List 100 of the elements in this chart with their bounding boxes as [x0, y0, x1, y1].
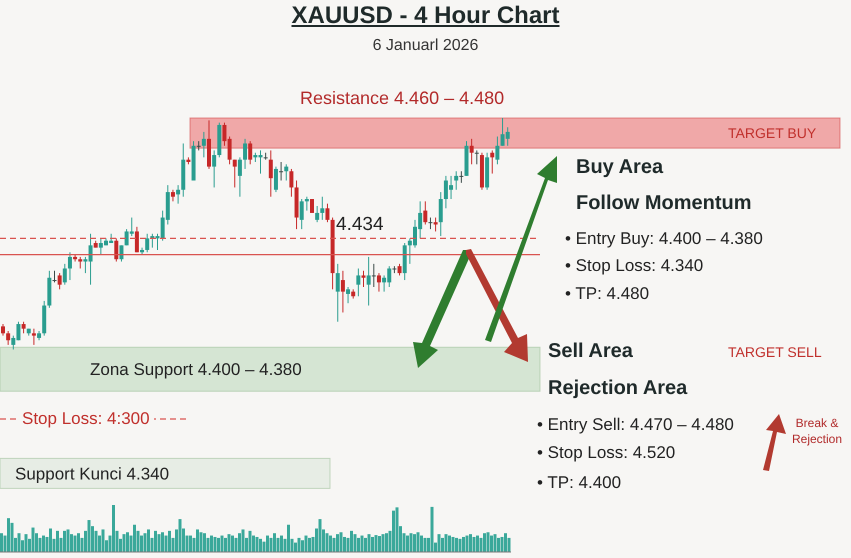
- bar: [88, 520, 90, 552]
- bar: [466, 536, 468, 552]
- bar: [452, 536, 454, 552]
- text: • Entry Sell: 4.470 – 4.480: [537, 414, 734, 436]
- candlestick: [68, 252, 72, 281]
- candlestick: [274, 166, 278, 193]
- candlestick: [454, 170, 458, 190]
- bar: [220, 536, 224, 552]
- band-label: Resistance 4.460 – 4.480: [300, 88, 504, 108]
- candlestick: [495, 136, 500, 165]
- bar: [210, 536, 213, 552]
- bar: [497, 538, 500, 552]
- text: • Stop Loss: 4.340: [565, 255, 704, 277]
- text: Buy Area: [576, 155, 664, 180]
- candlestick: [202, 131, 206, 158]
- candlestick: [232, 159, 237, 188]
- band-label: Zona Support 4.400 – 4.380: [90, 360, 302, 380]
- bar: [0, 533, 3, 552]
- bar: [102, 529, 104, 552]
- candlestick: [376, 272, 381, 292]
- bar: [336, 534, 339, 552]
- bar: [161, 532, 164, 552]
- bar: [287, 524, 290, 552]
- bar: [217, 538, 220, 552]
- bar: [248, 530, 252, 552]
- candlestick: [434, 217, 438, 232]
- bar: [396, 507, 398, 552]
- bar: [385, 533, 388, 552]
- bar: [382, 534, 384, 552]
- candlestick: [428, 217, 432, 230]
- bar: [24, 534, 28, 552]
- bar: [56, 530, 59, 552]
- candlestick: [279, 161, 284, 182]
- bar: [458, 538, 462, 552]
- bar: [420, 536, 423, 552]
- candlestick: [62, 263, 67, 286]
- bar: [462, 536, 465, 552]
- candlestick: [238, 156, 242, 198]
- bar: [340, 532, 342, 552]
- bar: [178, 519, 182, 552]
- candlestick: [366, 256, 371, 306]
- bar: [486, 532, 490, 552]
- bar: [354, 534, 356, 552]
- candlestick: [470, 138, 474, 165]
- bar: [231, 536, 234, 552]
- text: TARGET SELL: [728, 343, 822, 362]
- bar: [308, 538, 311, 552]
- candlestick: [304, 196, 309, 212]
- candlestick: [52, 270, 56, 283]
- bar: [122, 534, 126, 552]
- candlestick: [170, 189, 175, 202]
- candlestick: [325, 203, 330, 223]
- bar: [318, 519, 322, 552]
- bar: [144, 533, 146, 552]
- candlestick: [315, 205, 320, 223]
- bar: [18, 533, 20, 552]
- bar: [42, 536, 45, 552]
- candlestick: [248, 140, 252, 165]
- bar: [266, 536, 269, 552]
- bar: [430, 506, 434, 552]
- bar: [424, 538, 426, 552]
- text: Follow Momentum: [576, 191, 752, 216]
- bar: [444, 534, 448, 552]
- bar: [406, 536, 409, 552]
- bar: [280, 536, 283, 552]
- candlestick: [398, 263, 402, 276]
- bar: [203, 533, 206, 552]
- candlestick: [243, 138, 248, 170]
- bar: [326, 533, 328, 552]
- candlestick: [114, 238, 118, 262]
- bar: [357, 538, 360, 552]
- candlestick: [212, 150, 216, 188]
- text: Stop Loss: 4:300: [18, 408, 154, 430]
- bar: [224, 538, 227, 552]
- candlestick: [284, 164, 288, 182]
- candlestick: [320, 196, 324, 220]
- candlestick: [340, 270, 345, 313]
- candlestick: [78, 256, 82, 269]
- candlestick: [22, 321, 26, 334]
- text: • TP: 4.400: [537, 472, 622, 494]
- bar: [500, 536, 504, 552]
- bar: [200, 532, 202, 552]
- bar: [196, 529, 199, 552]
- text: • Stop Loss: 4.520: [537, 442, 676, 464]
- bar: [112, 505, 115, 552]
- candlestick: [37, 330, 42, 341]
- candlestick: [336, 263, 340, 322]
- candlestick: [351, 288, 356, 300]
- bar: [32, 528, 34, 552]
- bar: [228, 534, 230, 552]
- bar: [74, 536, 76, 552]
- bar: [455, 538, 458, 552]
- candlestick: [145, 233, 150, 253]
- candlestick: [300, 198, 304, 230]
- bar: [360, 536, 364, 552]
- bar: [483, 533, 486, 552]
- candlestick: [438, 192, 443, 237]
- candlestick: [176, 184, 180, 204]
- bar: [504, 533, 507, 552]
- bar: [476, 536, 479, 552]
